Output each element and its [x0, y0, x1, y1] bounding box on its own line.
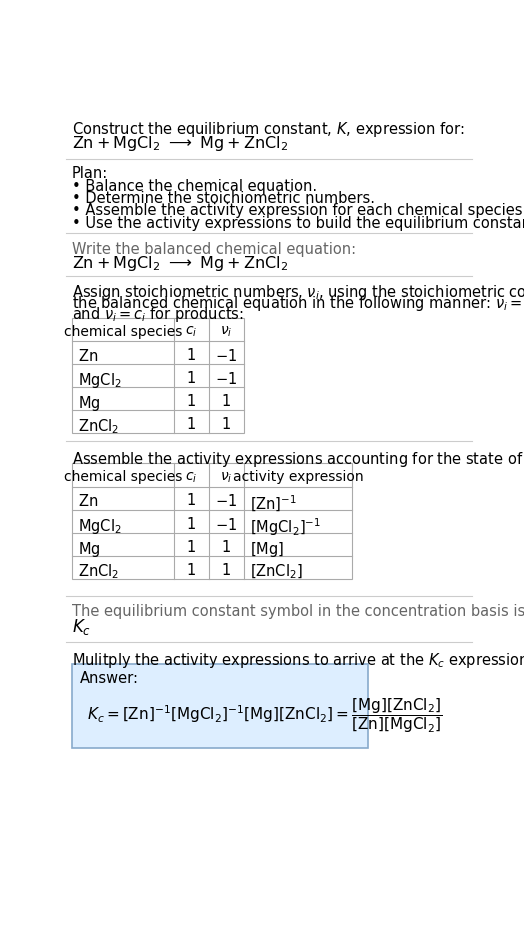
Text: $\mathrm{MgCl_2}$: $\mathrm{MgCl_2}$ [78, 371, 122, 390]
Text: 1: 1 [221, 394, 231, 409]
Text: $[\mathrm{Zn}]^{-1}$: $[\mathrm{Zn}]^{-1}$ [250, 493, 297, 513]
Text: $-1$: $-1$ [215, 493, 237, 510]
Text: • Assemble the activity expression for each chemical species.: • Assemble the activity expression for e… [72, 203, 524, 218]
Bar [72, 463, 352, 579]
Text: $\nu_i$: $\nu_i$ [220, 325, 232, 339]
Text: • Determine the stoichiometric numbers.: • Determine the stoichiometric numbers. [72, 191, 375, 206]
Text: $K_c = [\mathrm{Zn}]^{-1}[\mathrm{MgCl_2}]^{-1}[\mathrm{Mg}][\mathrm{ZnCl_2}] = : $K_c = [\mathrm{Zn}]^{-1}[\mathrm{MgCl_2… [87, 696, 443, 735]
Text: 1: 1 [221, 540, 231, 554]
Text: $\mathrm{Zn + MgCl_2\ {\longrightarrow}\ Mg + ZnCl_2}$: $\mathrm{Zn + MgCl_2\ {\longrightarrow}\… [72, 254, 288, 273]
Text: 1: 1 [187, 540, 195, 554]
Text: 1: 1 [187, 348, 195, 363]
Text: chemical species: chemical species [63, 325, 182, 339]
Text: 1: 1 [187, 516, 195, 531]
Text: $[\mathrm{ZnCl_2}]$: $[\mathrm{ZnCl_2}]$ [250, 563, 303, 581]
Text: $\mathrm{Mg}$: $\mathrm{Mg}$ [78, 394, 101, 413]
Text: $-1$: $-1$ [215, 348, 237, 364]
Text: 1: 1 [187, 418, 195, 432]
Bar [72, 663, 368, 749]
Text: $\mathrm{Zn}$: $\mathrm{Zn}$ [78, 348, 98, 364]
Text: the balanced chemical equation in the following manner: $\nu_i = -c_i$ for react: the balanced chemical equation in the fo… [72, 294, 524, 313]
Text: Write the balanced chemical equation:: Write the balanced chemical equation: [72, 242, 356, 256]
Text: Answer:: Answer: [80, 671, 138, 686]
Text: chemical species: chemical species [63, 471, 182, 484]
Text: $\mathrm{ZnCl_2}$: $\mathrm{ZnCl_2}$ [78, 418, 119, 436]
Text: $c_i$: $c_i$ [185, 325, 197, 339]
Text: Plan:: Plan: [72, 166, 108, 181]
Text: Construct the equilibrium constant, $K$, expression for:: Construct the equilibrium constant, $K$,… [72, 120, 464, 140]
Text: Assign stoichiometric numbers, $\nu_i$, using the stoichiometric coefficients, $: Assign stoichiometric numbers, $\nu_i$, … [72, 284, 524, 303]
Text: $-1$: $-1$ [215, 371, 237, 387]
Text: 1: 1 [221, 418, 231, 432]
Text: $\mathrm{Mg}$: $\mathrm{Mg}$ [78, 540, 101, 559]
Text: • Use the activity expressions to build the equilibrium constant expression.: • Use the activity expressions to build … [72, 215, 524, 231]
Bar [72, 318, 244, 434]
Text: $\mathrm{MgCl_2}$: $\mathrm{MgCl_2}$ [78, 516, 122, 535]
Text: $\mathrm{Zn + MgCl_2\ {\longrightarrow}\ Mg + ZnCl_2}$: $\mathrm{Zn + MgCl_2\ {\longrightarrow}\… [72, 134, 288, 153]
Text: and $\nu_i = c_i$ for products:: and $\nu_i = c_i$ for products: [72, 305, 244, 324]
Text: $c_i$: $c_i$ [185, 471, 197, 485]
Text: 1: 1 [187, 394, 195, 409]
Text: 1: 1 [187, 493, 195, 509]
Text: $[\mathrm{MgCl_2}]^{-1}$: $[\mathrm{MgCl_2}]^{-1}$ [250, 516, 321, 538]
Text: Mulitply the activity expressions to arrive at the $K_c$ expression:: Mulitply the activity expressions to arr… [72, 651, 524, 670]
Text: 1: 1 [187, 371, 195, 386]
Text: The equilibrium constant symbol in the concentration basis is:: The equilibrium constant symbol in the c… [72, 605, 524, 620]
Text: activity expression: activity expression [233, 471, 363, 484]
Text: $-1$: $-1$ [215, 516, 237, 532]
Text: $\mathrm{Zn}$: $\mathrm{Zn}$ [78, 493, 98, 510]
Text: $[\mathrm{Mg}]$: $[\mathrm{Mg}]$ [250, 540, 284, 559]
Text: 1: 1 [221, 563, 231, 578]
Text: 1: 1 [187, 563, 195, 578]
Text: $K_c$: $K_c$ [72, 617, 91, 637]
Text: • Balance the chemical equation.: • Balance the chemical equation. [72, 178, 317, 194]
Text: $\nu_i$: $\nu_i$ [220, 471, 232, 485]
Text: $\mathrm{ZnCl_2}$: $\mathrm{ZnCl_2}$ [78, 563, 119, 582]
Text: Assemble the activity expressions accounting for the state of matter and $\nu_i$: Assemble the activity expressions accoun… [72, 450, 524, 469]
